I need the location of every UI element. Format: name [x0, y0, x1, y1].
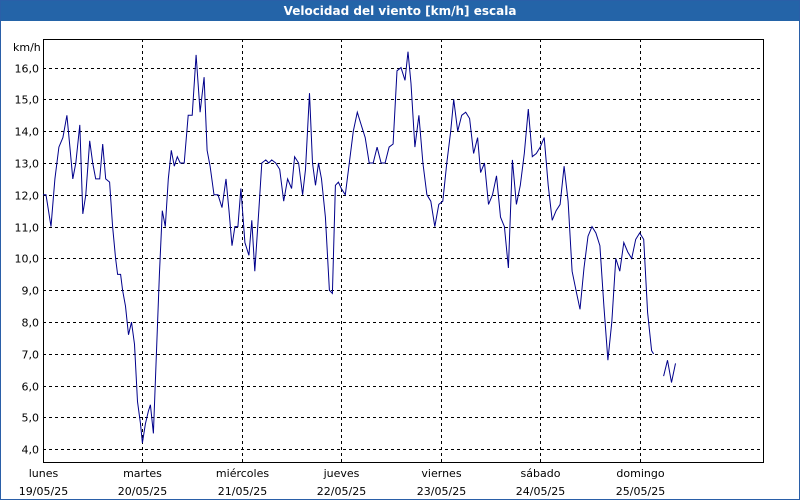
- y-tick-label: 11,0: [15, 222, 40, 235]
- series-line-segment: [663, 360, 676, 383]
- y-tick-label: 14,0: [15, 126, 40, 139]
- y-tick-label: 16,0: [15, 63, 40, 76]
- y-tick-label: 12,0: [15, 190, 40, 203]
- y-tick-label: 13,0: [15, 158, 40, 171]
- chart-title: Velocidad del viento [km/h] escala: [1, 1, 799, 21]
- x-tick-day: jueves: [323, 467, 360, 480]
- y-tick-label: 9,0: [22, 285, 40, 298]
- x-tick-day: domingo: [616, 467, 664, 480]
- series-line: [43, 51, 676, 443]
- x-tick-date: 21/05/25: [218, 485, 267, 498]
- horizontal-gridlines: [43, 68, 763, 450]
- wind-speed-chart: 4,0 5,0 6,0 7,0 8,0 9,0 10,0 11,0 12,0 13,0 14,0 15…: [13, 39, 764, 498]
- plot-area: [43, 39, 764, 463]
- x-tick-date: 19/05/25: [19, 485, 68, 498]
- x-tick-day: miércoles: [216, 467, 269, 480]
- y-tick-label: 7,0: [22, 349, 40, 362]
- y-tick-label: 5,0: [22, 412, 40, 425]
- vertical-gridlines: [142, 39, 641, 462]
- y-tick-label: 8,0: [22, 317, 40, 330]
- y-tick-label: 15,0: [15, 94, 40, 107]
- x-tick-day: sábado: [521, 467, 561, 480]
- x-tick-labels: lunes 19/05/25 martes 20/05/25 miércoles 21/0…: [19, 467, 665, 498]
- x-tick-date: 25/05/25: [616, 485, 665, 498]
- x-tick-day: martes: [123, 467, 162, 480]
- y-tick-labels: 4,0 5,0 6,0 7,0 8,0 9,0 10,0 11,0 12,0 13,0 14,0 15…: [15, 63, 40, 457]
- y-tick-label: 6,0: [22, 381, 40, 394]
- y-tick-label: 4,0: [22, 444, 40, 457]
- x-tick-date: 22/05/25: [317, 485, 366, 498]
- x-tick-day: viernes: [421, 467, 461, 480]
- series-line-segment: [43, 51, 655, 443]
- y-axis-label: km/h: [13, 41, 41, 54]
- y-tick-label: 10,0: [15, 253, 40, 266]
- x-tick-date: 23/05/25: [417, 485, 466, 498]
- x-tick-date: 24/05/25: [516, 485, 565, 498]
- x-tick-date: 20/05/25: [118, 485, 167, 498]
- x-tick-day: lunes: [29, 467, 59, 480]
